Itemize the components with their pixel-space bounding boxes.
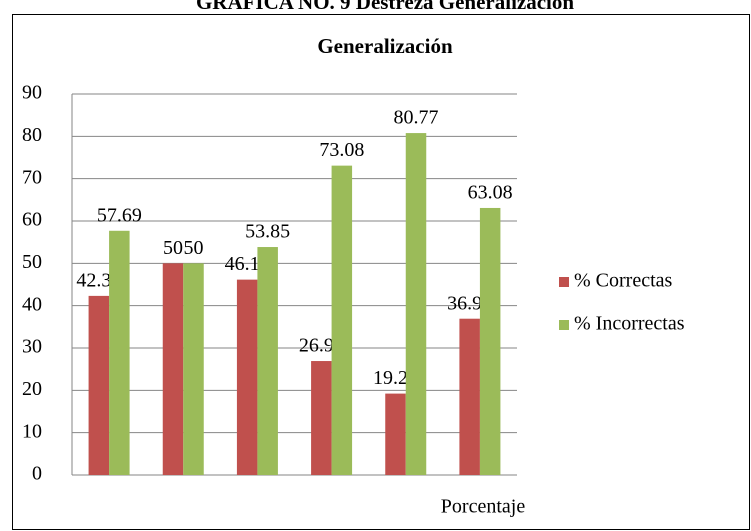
data-label: 50 (163, 237, 183, 259)
bar (459, 318, 480, 475)
y-tick-label: 30 (22, 336, 42, 358)
chart-title: Generalización (317, 34, 453, 58)
bar (479, 207, 501, 475)
y-tick-label: 20 (22, 378, 42, 400)
legend-label: % Incorrectas (574, 313, 685, 335)
data-label: 73.08 (319, 139, 364, 161)
bar (88, 295, 110, 475)
y-tick-label: 80 (22, 124, 42, 146)
data-label: 53.85 (245, 221, 290, 243)
bar (236, 279, 258, 475)
legend-label: % Correctas (574, 270, 673, 292)
bar (183, 263, 204, 475)
y-tick-label: 60 (22, 209, 42, 231)
y-tick-label: 40 (22, 293, 42, 315)
y-tick-label: 0 (32, 463, 42, 485)
bar (331, 165, 353, 476)
chart-frame (12, 14, 750, 530)
data-label: 50 (184, 237, 204, 259)
data-label: 57.69 (97, 204, 142, 226)
y-tick-label: 70 (22, 166, 42, 188)
bar (385, 393, 406, 475)
bar (162, 263, 184, 475)
y-tick-label: 10 (22, 420, 42, 442)
legend-swatch (559, 320, 569, 330)
bar (109, 230, 130, 475)
bar (311, 361, 332, 475)
legend-swatch (559, 277, 569, 287)
y-tick-label: 50 (22, 251, 42, 273)
x-axis-label: Porcentaje (441, 496, 526, 518)
data-label: 63.08 (468, 182, 513, 204)
bar (257, 247, 278, 475)
y-tick-label: 90 (22, 82, 42, 104)
data-label: 80.77 (394, 107, 439, 129)
bar (405, 133, 427, 475)
page-heading: GRAFICA NO. 9 Destreza Generalización (196, 0, 574, 14)
